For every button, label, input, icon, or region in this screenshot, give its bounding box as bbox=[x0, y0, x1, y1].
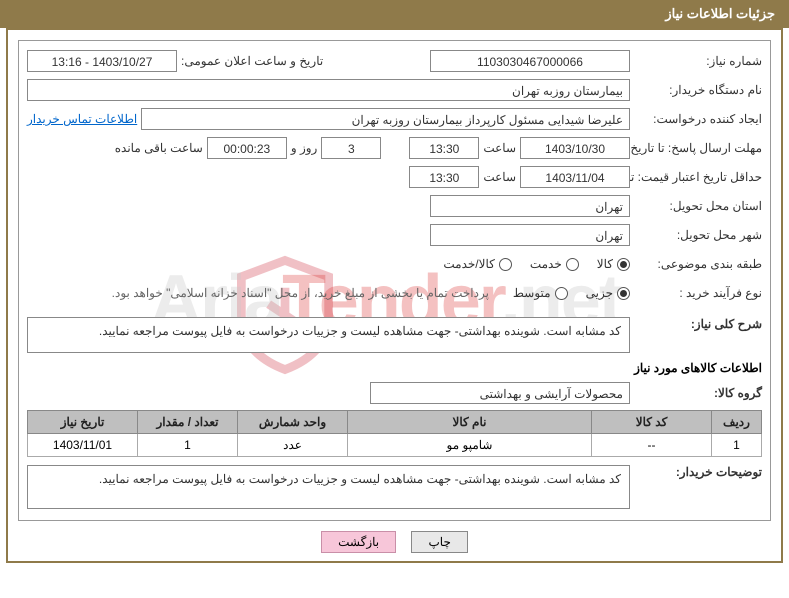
days-and-label: روز و bbox=[291, 141, 318, 155]
deadline-date-field: 1403/10/30 bbox=[520, 137, 630, 159]
buyer-org-label: نام دستگاه خریدار: bbox=[634, 83, 762, 97]
radio-dot-icon bbox=[617, 258, 630, 271]
desc-textbox: کد مشابه است. شوینده بهداشتی- جهت مشاهده… bbox=[27, 317, 630, 353]
buyer-notes-label: توضیحات خریدار: bbox=[634, 465, 762, 479]
validity-date-field: 1403/11/04 bbox=[520, 166, 630, 188]
cell-date: 1403/11/01 bbox=[28, 434, 138, 457]
buyer-org-field: بیمارستان روزبه تهران bbox=[27, 79, 630, 101]
validity-time-field: 13:30 bbox=[409, 166, 479, 188]
radio-dot-icon bbox=[566, 258, 579, 271]
deadline-time-field: 13:30 bbox=[409, 137, 479, 159]
announce-label: تاریخ و ساعت اعلان عمومی: bbox=[181, 54, 323, 68]
city-field: تهران bbox=[430, 224, 630, 246]
radio-medium[interactable]: متوسط bbox=[513, 286, 568, 300]
radio-dot-icon bbox=[499, 258, 512, 271]
button-bar: چاپ بازگشت bbox=[18, 531, 771, 553]
goods-info-title: اطلاعات کالاهای مورد نیاز bbox=[27, 361, 762, 375]
process-note: پرداخت تمام یا بخشی از مبلغ خرید، از محل… bbox=[112, 286, 489, 300]
table-row: 1 -- شامپو مو عدد 1 1403/11/01 bbox=[28, 434, 762, 457]
panel-header: جزئیات اطلاعات نیاز bbox=[0, 0, 789, 28]
radio-partial[interactable]: جزیی bbox=[586, 286, 630, 300]
cell-qty: 1 bbox=[138, 434, 238, 457]
table-header-row: ردیف کد کالا نام کالا واحد شمارش تعداد /… bbox=[28, 411, 762, 434]
buyer-notes-textbox: کد مشابه است. شوینده بهداشتی- جهت مشاهده… bbox=[27, 465, 630, 509]
items-table: ردیف کد کالا نام کالا واحد شمارش تعداد /… bbox=[27, 410, 762, 457]
radio-service[interactable]: خدمت bbox=[530, 257, 579, 271]
back-button[interactable]: بازگشت bbox=[321, 531, 396, 553]
need-no-label: شماره نیاز: bbox=[634, 54, 762, 68]
panel-title: جزئیات اطلاعات نیاز bbox=[665, 6, 775, 21]
remaining-label: ساعت باقی مانده bbox=[115, 141, 203, 155]
group-field: محصولات آرایشی و بهداشتی bbox=[370, 382, 630, 404]
main-outer: شماره نیاز: 1103030467000066 تاریخ و ساع… bbox=[6, 28, 783, 563]
cell-unit: عدد bbox=[238, 434, 348, 457]
city-label: شهر محل تحویل: bbox=[634, 228, 762, 242]
validity-label: حداقل تاریخ اعتبار قیمت: تا تاریخ: bbox=[634, 170, 762, 184]
time-label-2: ساعت bbox=[483, 170, 516, 184]
desc-label: شرح کلی نیاز: bbox=[634, 317, 762, 331]
requester-label: ایجاد کننده درخواست: bbox=[634, 112, 762, 126]
category-label: طبقه بندی موضوعی: bbox=[634, 257, 762, 271]
category-radio-group: کالا خدمت کالا/خدمت bbox=[443, 257, 630, 271]
th-qty: تعداد / مقدار bbox=[138, 411, 238, 434]
days-count-field: 3 bbox=[321, 137, 381, 159]
cell-name: شامپو مو bbox=[348, 434, 592, 457]
group-label: گروه کالا: bbox=[634, 386, 762, 400]
cell-code: -- bbox=[592, 434, 712, 457]
province-label: استان محل تحویل: bbox=[634, 199, 762, 213]
radio-goods[interactable]: کالا bbox=[597, 257, 630, 271]
time-label-1: ساعت bbox=[483, 141, 516, 155]
radio-dot-icon bbox=[555, 287, 568, 300]
cell-row: 1 bbox=[712, 434, 762, 457]
th-unit: واحد شمارش bbox=[238, 411, 348, 434]
process-radio-group: جزیی متوسط bbox=[513, 286, 630, 300]
th-date: تاریخ نیاز bbox=[28, 411, 138, 434]
radio-both[interactable]: کالا/خدمت bbox=[443, 257, 511, 271]
announce-field: 1403/10/27 - 13:16 bbox=[27, 50, 177, 72]
countdown-field: 00:00:23 bbox=[207, 137, 287, 159]
th-name: نام کالا bbox=[348, 411, 592, 434]
process-label: نوع فرآیند خرید : bbox=[634, 286, 762, 300]
th-row: ردیف bbox=[712, 411, 762, 434]
deadline-label: مهلت ارسال پاسخ: تا تاریخ: bbox=[634, 141, 762, 155]
radio-dot-icon bbox=[617, 287, 630, 300]
province-field: تهران bbox=[430, 195, 630, 217]
th-code: کد کالا bbox=[592, 411, 712, 434]
info-panel: شماره نیاز: 1103030467000066 تاریخ و ساع… bbox=[18, 40, 771, 521]
contact-link[interactable]: اطلاعات تماس خریدار bbox=[27, 112, 137, 126]
need-no-field: 1103030467000066 bbox=[430, 50, 630, 72]
requester-field: علیرضا شیدایی مسئول کارپرداز بیمارستان ر… bbox=[141, 108, 630, 130]
print-button[interactable]: چاپ bbox=[411, 531, 467, 553]
